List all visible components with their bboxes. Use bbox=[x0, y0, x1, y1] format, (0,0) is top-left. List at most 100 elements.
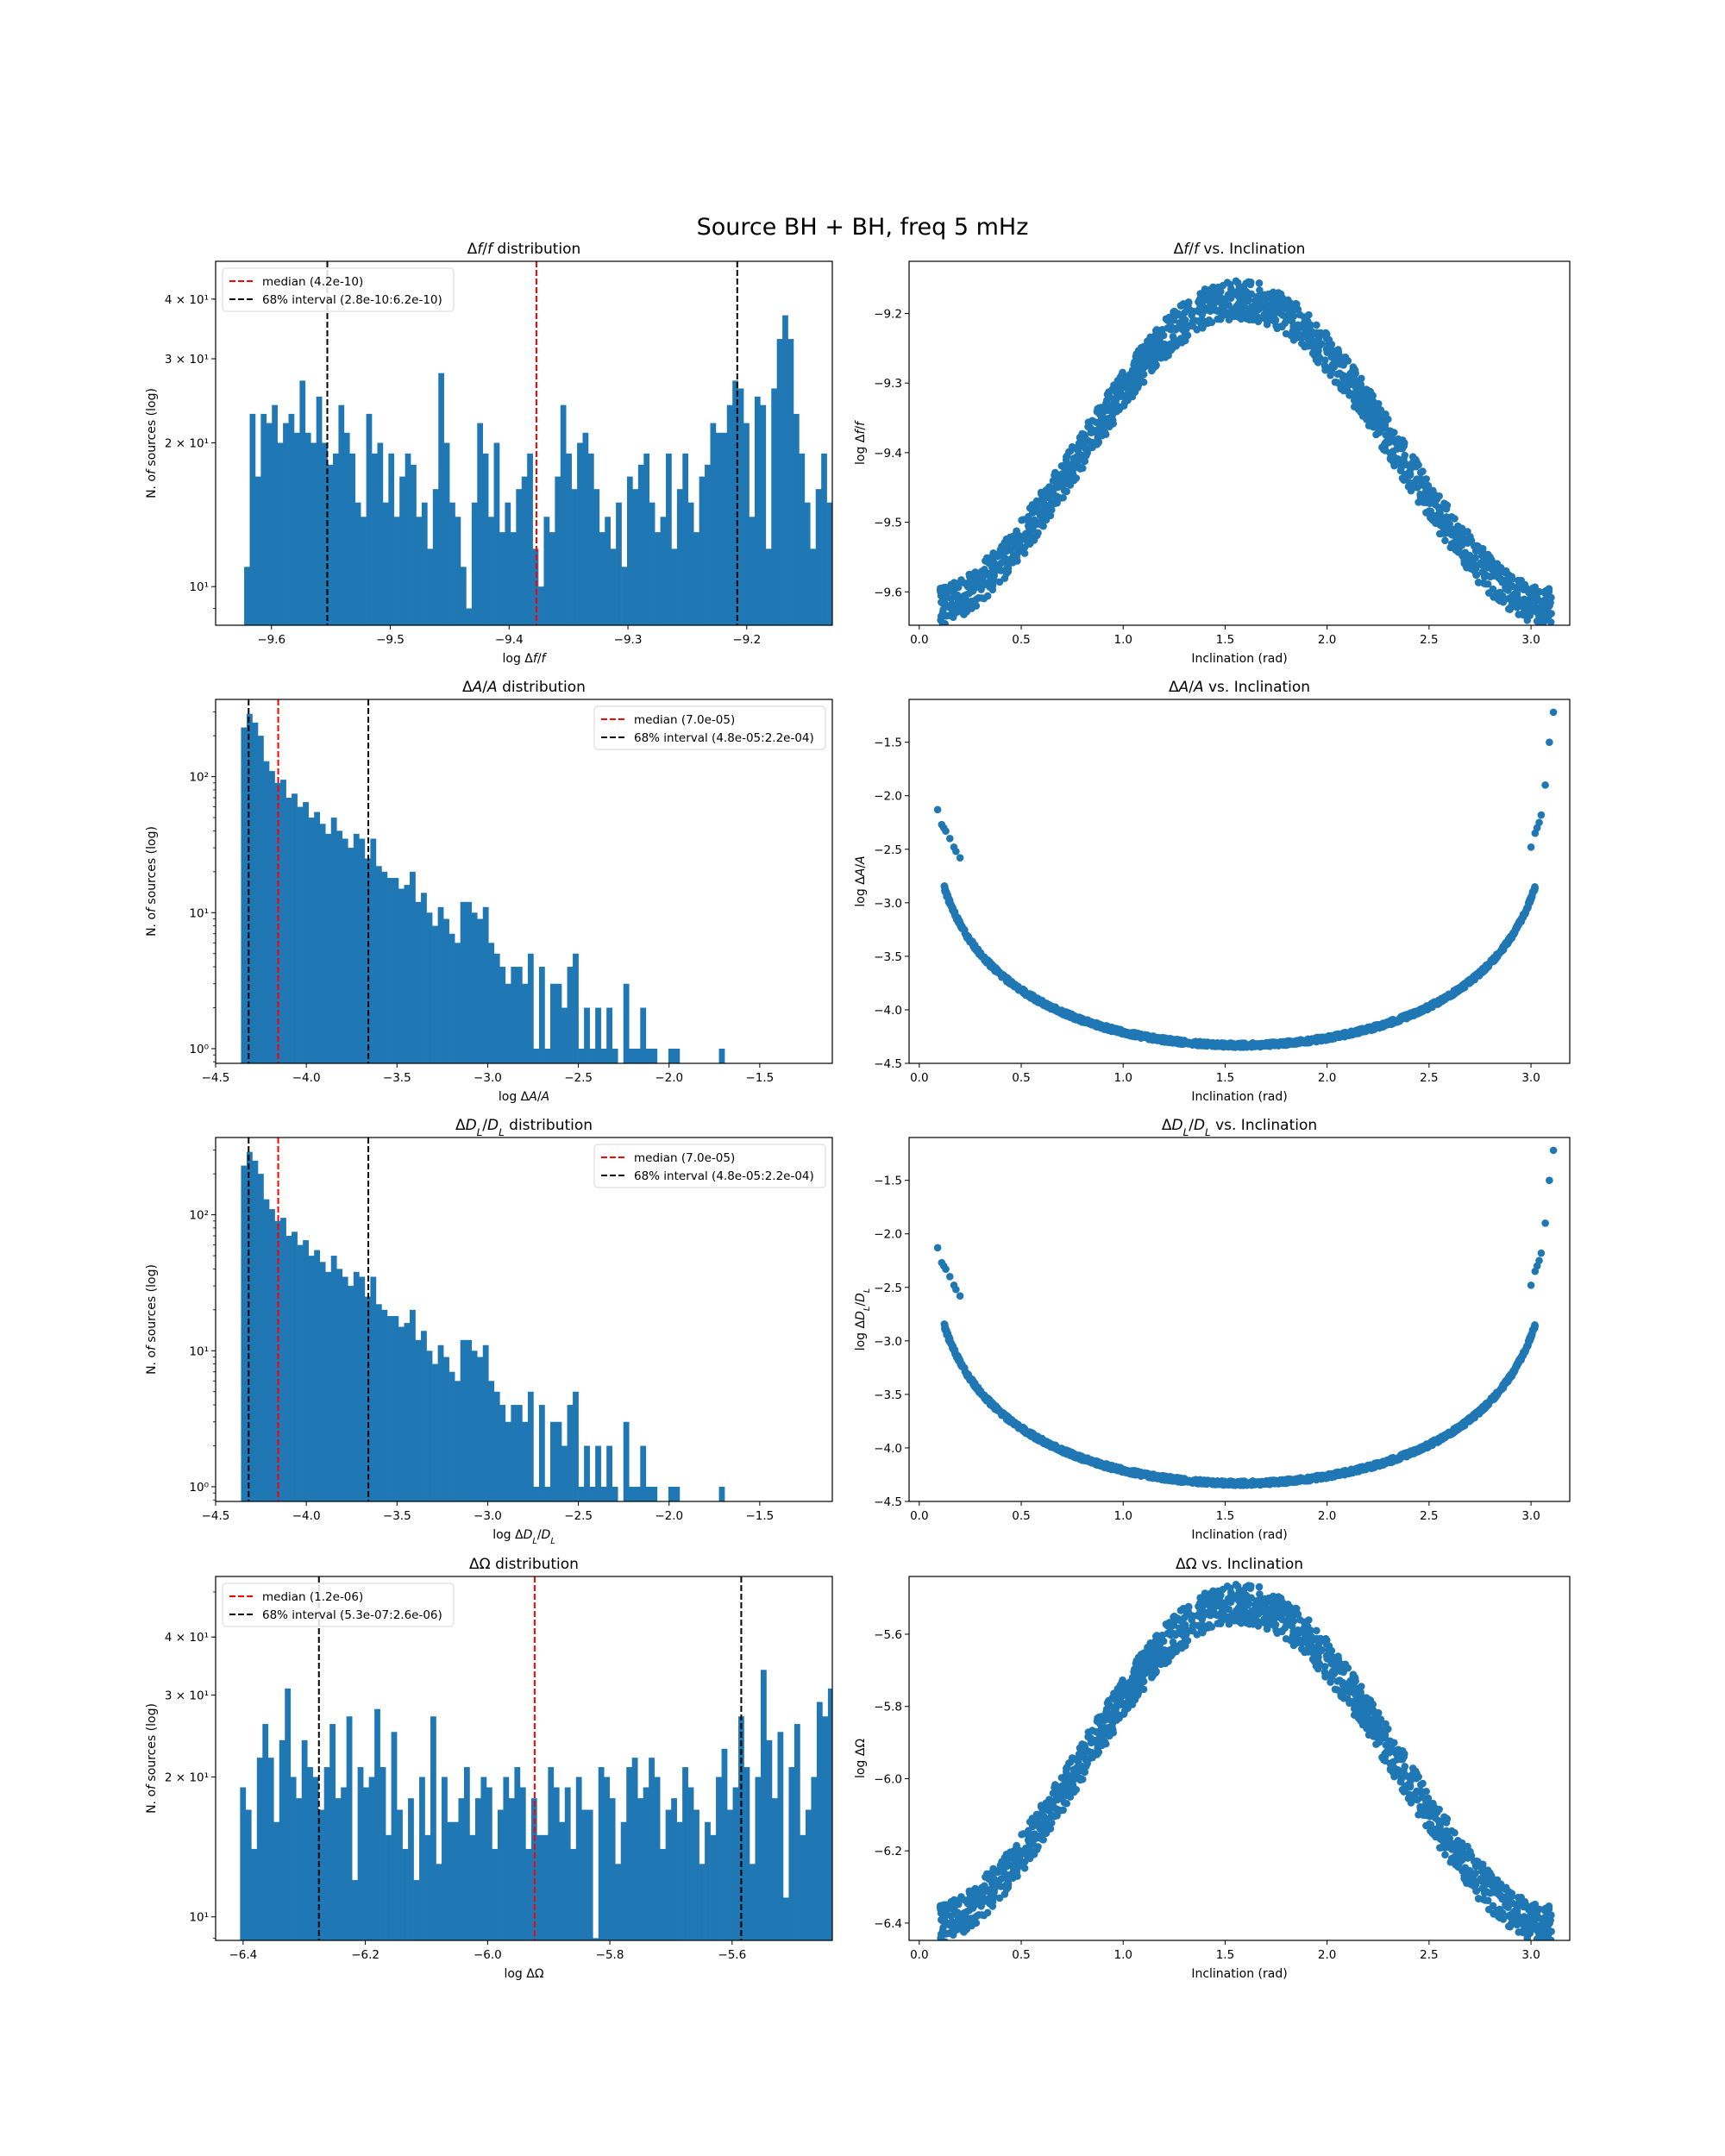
df_scatter-point bbox=[995, 578, 1004, 586]
df_scatter-point bbox=[1070, 444, 1079, 452]
dA_scatter-point bbox=[1504, 936, 1513, 944]
df_scatter-point bbox=[1474, 578, 1483, 586]
df_hist-legend: median (4.2e-10)68% interval (2.8e-10:6.… bbox=[222, 267, 455, 312]
df_scatter-point bbox=[1337, 385, 1346, 393]
df_scatter-point bbox=[1410, 455, 1418, 464]
df_scatter-point bbox=[1422, 475, 1430, 483]
df_scatter-point bbox=[1506, 605, 1515, 613]
dA_hist-bar bbox=[522, 983, 529, 1063]
dA_scatter-point bbox=[1535, 818, 1543, 827]
df_scatter-axes-frame bbox=[908, 260, 1571, 626]
dD_hist-bar bbox=[392, 1316, 399, 1501]
df_scatter-point bbox=[1152, 361, 1160, 369]
dA_scatter-point bbox=[1319, 1034, 1327, 1043]
df_scatter-xtick-label: 3.0 bbox=[1521, 633, 1540, 647]
df_hist-bar bbox=[593, 489, 600, 625]
df_scatter-point bbox=[1331, 378, 1339, 386]
df_scatter-point bbox=[1502, 585, 1510, 593]
dA_hist-bar bbox=[280, 780, 286, 1063]
dA_scatter-point bbox=[1088, 1020, 1095, 1029]
df_scatter-point bbox=[1142, 362, 1150, 371]
dD_hist-bar bbox=[584, 1445, 590, 1501]
dA_hist-xtick-label: −2.0 bbox=[655, 1071, 683, 1085]
dD_hist-bar bbox=[573, 1391, 579, 1501]
dA_hist-bar bbox=[482, 906, 489, 1063]
df_hist-bar bbox=[521, 476, 528, 625]
df_hist-bar bbox=[543, 517, 550, 625]
dD_hist-bar bbox=[511, 1405, 518, 1501]
df_scatter-point bbox=[1486, 573, 1495, 581]
df_scatter-point bbox=[1024, 514, 1032, 522]
dD_hist-bar bbox=[386, 1316, 393, 1501]
df_scatter-point bbox=[1196, 290, 1204, 298]
df_scatter-ylabel: log Δf/f bbox=[854, 420, 868, 465]
df_scatter-point bbox=[1294, 329, 1302, 338]
df_scatter-point bbox=[1458, 541, 1466, 549]
dA_hist-ylabel: N. of sources (log) bbox=[145, 826, 159, 937]
dA_scatter-ytick-label: −2.0 bbox=[874, 790, 902, 804]
dA_hist-bar bbox=[505, 983, 511, 1063]
df_scatter-xtick-label: 2.0 bbox=[1318, 633, 1336, 647]
df_scatter-point bbox=[1241, 304, 1249, 311]
dD_hist-bar bbox=[421, 1331, 427, 1501]
df_hist-bar bbox=[299, 380, 306, 625]
df_scatter-point bbox=[1213, 298, 1220, 306]
df_scatter-point bbox=[1135, 375, 1144, 384]
df_scatter-ytick-label: −9.2 bbox=[874, 308, 902, 322]
dA_hist-bar bbox=[544, 1048, 551, 1063]
df_scatter-point bbox=[1364, 412, 1373, 420]
df_scatter-point bbox=[1508, 597, 1515, 605]
dD_hist-title: ΔDL​/DL​ distribution bbox=[455, 1117, 593, 1138]
df_scatter-point bbox=[1054, 493, 1063, 501]
df_scatter-point bbox=[1245, 296, 1253, 304]
df_hist-title: Δf/f distribution bbox=[467, 241, 581, 258]
df_hist-bar bbox=[432, 489, 439, 625]
df_hist-bar bbox=[527, 453, 533, 625]
dA_scatter-point bbox=[1346, 1028, 1355, 1036]
df_hist-bar bbox=[361, 517, 367, 625]
df_hist-ytick-label: 10¹ bbox=[189, 580, 209, 594]
dA_hist-bar bbox=[325, 833, 332, 1063]
df_scatter-point bbox=[1073, 453, 1081, 461]
dD_hist-ylabel: N. of sources (log) bbox=[145, 1264, 159, 1375]
df_scatter-point bbox=[1214, 315, 1222, 323]
dA_scatter-point bbox=[1331, 1033, 1339, 1042]
df_scatter-point bbox=[1357, 380, 1364, 388]
dA_hist-bar bbox=[314, 812, 321, 1063]
df_scatter-point bbox=[1288, 317, 1296, 325]
df_scatter-point bbox=[968, 605, 975, 612]
df_scatter-point bbox=[1137, 343, 1145, 352]
df_scatter-point bbox=[1364, 386, 1372, 395]
df_scatter-point bbox=[1149, 348, 1157, 356]
dA_scatter-point bbox=[1377, 1020, 1386, 1028]
dA_scatter-point bbox=[956, 854, 964, 862]
df_scatter-point bbox=[1382, 411, 1389, 418]
df_scatter-point bbox=[1208, 318, 1216, 327]
dA_hist-bar bbox=[342, 838, 348, 1063]
dA_hist-bar bbox=[404, 885, 411, 1063]
df_scatter-point bbox=[938, 621, 947, 625]
df_scatter-point bbox=[1018, 516, 1026, 524]
dD_hist-bar bbox=[314, 1250, 321, 1501]
dD_hist-plot-area bbox=[241, 1138, 725, 1501]
df_hist-bar bbox=[249, 413, 256, 625]
dA_scatter-point bbox=[1487, 956, 1496, 964]
dA_hist-bar bbox=[285, 798, 292, 1063]
df_scatter-point bbox=[1237, 315, 1245, 323]
dA_scatter-ytick-label: −4.5 bbox=[874, 1057, 902, 1071]
df_scatter-point bbox=[1336, 360, 1345, 368]
dA_hist-bar bbox=[257, 736, 264, 1063]
dD_hist-bar bbox=[718, 1486, 725, 1501]
dA_scatter-point bbox=[1509, 931, 1517, 939]
df_scatter-point bbox=[969, 587, 977, 595]
df_hist-bar bbox=[705, 464, 711, 625]
df_scatter-point bbox=[1413, 484, 1421, 492]
df_scatter-point bbox=[1176, 302, 1185, 310]
dA_hist-bar bbox=[292, 793, 298, 1063]
dD_hist-bar bbox=[595, 1445, 601, 1501]
df_hist-bar bbox=[821, 453, 827, 625]
df_hist-xtick-label: −9.5 bbox=[376, 633, 405, 647]
df_scatter-point bbox=[1464, 528, 1471, 536]
